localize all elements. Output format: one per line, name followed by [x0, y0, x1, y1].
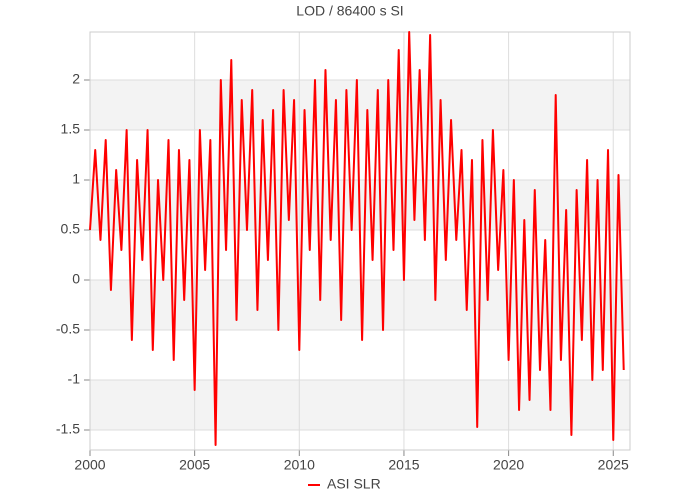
- y-tick-label: 1.5: [61, 121, 81, 137]
- x-tick-label: 2000: [74, 457, 105, 473]
- grid-band: [90, 280, 630, 330]
- grid-band: [90, 380, 630, 430]
- x-tick-label: 2020: [493, 457, 524, 473]
- y-tick-label: -1: [68, 371, 81, 387]
- chart-title: LOD / 86400 s SI: [296, 3, 403, 19]
- y-tick-label: -0.5: [56, 321, 80, 337]
- y-tick-label: 0: [72, 271, 80, 287]
- grid-band: [90, 80, 630, 130]
- x-tick-label: 2025: [598, 457, 629, 473]
- data-line: [89, 31, 625, 446]
- legend-label: ASI SLR: [327, 476, 381, 492]
- x-tick-label: 2005: [179, 457, 210, 473]
- plot-frame: [89, 31, 631, 451]
- y-tick-label: 0.5: [61, 221, 81, 237]
- x-tick-label: 2010: [284, 457, 315, 473]
- y-tick-label: 2: [72, 71, 80, 87]
- y-tick-label: -1.5: [56, 421, 80, 437]
- x-tick-label: 2015: [388, 457, 419, 473]
- y-tick-label: 1: [72, 171, 80, 187]
